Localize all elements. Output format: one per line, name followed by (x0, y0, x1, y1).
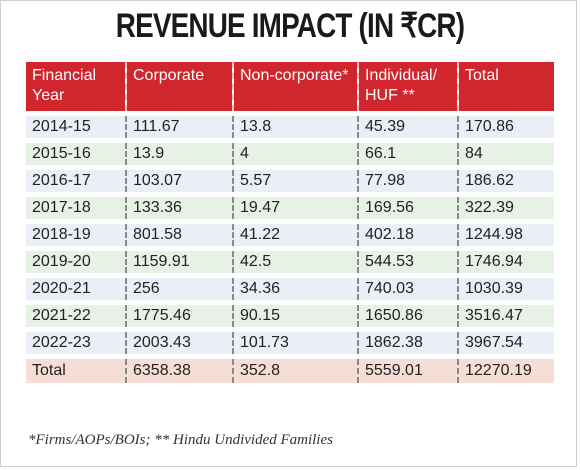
cell-non-corporate: 5.57 (232, 164, 358, 194)
cell-corporate: 801.58 (125, 218, 233, 248)
cell-individual-huf: 1862.38 (357, 326, 458, 356)
cell-non-corporate: 41.22 (232, 218, 358, 248)
total-individual-huf: 5559.01 (357, 353, 458, 383)
cell-corporate: 133.36 (125, 191, 233, 221)
cell-non-corporate: 13.8 (232, 110, 358, 140)
cell-total: 3967.54 (457, 326, 554, 356)
footnote: *Firms/AOPs/BOIs; ** Hindu Undivided Fam… (28, 432, 333, 448)
cell-year: 2014-15 (26, 110, 126, 140)
total-corporate: 6358.38 (125, 353, 233, 383)
header-corporate: Corporate (125, 62, 233, 113)
cell-year: 2015-16 (26, 137, 126, 167)
cell-total: 3516.47 (457, 299, 554, 329)
cell-individual-huf: 1650.86 (357, 299, 458, 329)
cell-corporate: 2003.43 (125, 326, 233, 356)
cell-non-corporate: 4 (232, 137, 358, 167)
cell-non-corporate: 101.73 (232, 326, 358, 356)
cell-individual-huf: 169.56 (357, 191, 458, 221)
header-financial-year: Financial Year (32, 67, 97, 104)
cell-total: 322.39 (457, 191, 554, 221)
header-individual-huf: Individual/ HUF ** (357, 62, 458, 113)
cell-individual-huf: 740.03 (357, 272, 458, 302)
cell-corporate: 1775.46 (125, 299, 233, 329)
cell-total: 170.86 (457, 110, 554, 140)
table-row: 2022-23 2003.43 101.73 1862.38 3967.54 (26, 326, 554, 356)
cell-non-corporate: 42.5 (232, 245, 358, 275)
header-non-corporate: Non-corporate* (232, 62, 358, 113)
cell-non-corporate: 90.15 (232, 299, 358, 329)
cell-total: 1746.94 (457, 245, 554, 275)
cell-individual-huf: 66.1 (357, 137, 458, 167)
table-title: REVENUE IMPACT (IN ₹CR) (115, 7, 465, 45)
table-row: 2021-22 1775.46 90.15 1650.86 3516.47 (26, 299, 554, 329)
cell-total: 84 (457, 137, 554, 167)
revenue-table: Financial Year Corporate Non-corporate* … (26, 62, 554, 383)
cell-year: 2016-17 (26, 164, 126, 194)
cell-total: 186.62 (457, 164, 554, 194)
table-row: 2014-15 111.67 13.8 45.39 170.86 (26, 110, 554, 140)
table-row: 2015-16 13.9 4 66.1 84 (26, 137, 554, 167)
cell-corporate: 103.07 (125, 164, 233, 194)
cell-corporate: 13.9 (125, 137, 233, 167)
cell-corporate: 111.67 (125, 110, 233, 140)
header-total: Total (457, 62, 554, 113)
cell-year: 2017-18 (26, 191, 126, 221)
cell-year: 2018-19 (26, 218, 126, 248)
cell-total: 1030.39 (457, 272, 554, 302)
cell-individual-huf: 45.39 (357, 110, 458, 140)
cell-non-corporate: 34.36 (232, 272, 358, 302)
cell-year: 2021-22 (26, 299, 126, 329)
table-row: 2020-21 256 34.36 740.03 1030.39 (26, 272, 554, 302)
table-row: 2019-20 1159.91 42.5 544.53 1746.94 (26, 245, 554, 275)
cell-year: 2020-21 (26, 272, 126, 302)
table-row: 2018-19 801.58 41.22 402.18 1244.98 (26, 218, 554, 248)
cell-year: 2022-23 (26, 326, 126, 356)
cell-year: 2019-20 (26, 245, 126, 275)
cell-individual-huf: 544.53 (357, 245, 458, 275)
cell-corporate: 1159.91 (125, 245, 233, 275)
total-total: 12270.19 (457, 353, 554, 383)
cell-individual-huf: 402.18 (357, 218, 458, 248)
table-row: 2016-17 103.07 5.57 77.98 186.62 (26, 164, 554, 194)
total-label: Total (26, 353, 126, 383)
cell-corporate: 256 (125, 272, 233, 302)
header-row: Financial Year Corporate Non-corporate* … (26, 62, 554, 113)
cell-individual-huf: 77.98 (357, 164, 458, 194)
cell-total: 1244.98 (457, 218, 554, 248)
total-non-corporate: 352.8 (232, 353, 358, 383)
table-row: 2017-18 133.36 19.47 169.56 322.39 (26, 191, 554, 221)
cell-non-corporate: 19.47 (232, 191, 358, 221)
total-row: Total 6358.38 352.8 5559.01 12270.19 (26, 353, 554, 383)
